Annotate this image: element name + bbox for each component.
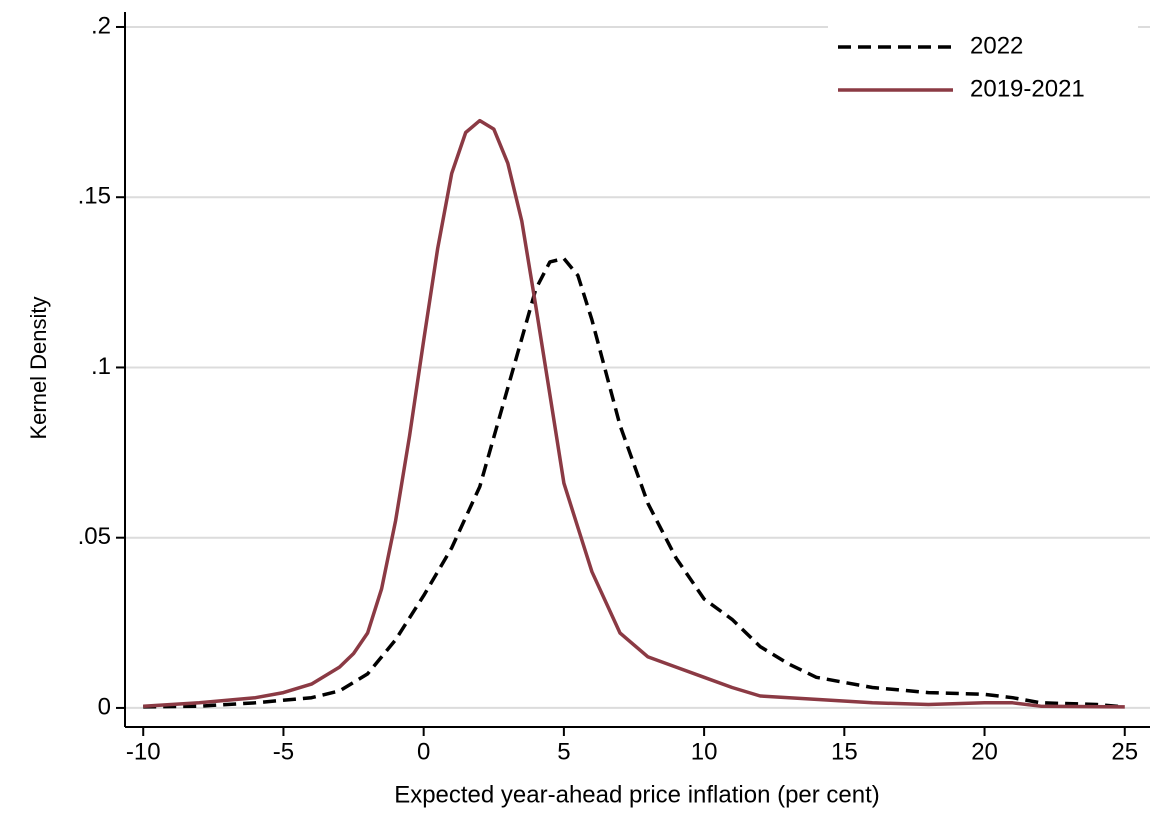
x-tick-label: 20	[971, 738, 998, 765]
x-tick-label: 0	[417, 738, 430, 765]
y-tick-label: 0	[98, 693, 111, 720]
x-axis-label: Expected year-ahead price inflation (per…	[394, 781, 880, 808]
x-tick-label: 5	[557, 738, 570, 765]
legend-label: 2019-2021	[970, 75, 1085, 102]
series-line	[143, 118, 1125, 709]
x-tick-label: 25	[1111, 738, 1138, 765]
x-tick-label: -10	[126, 738, 161, 765]
series-line	[143, 256, 1125, 709]
x-tick-label: 15	[831, 738, 858, 765]
y-tick-label: .05	[78, 523, 111, 550]
y-tick-label: .15	[78, 183, 111, 210]
y-tick-label: .1	[91, 353, 111, 380]
x-tick-label: 10	[691, 738, 718, 765]
x-tick-label: -5	[273, 738, 294, 765]
legend-label: 2022	[970, 32, 1023, 59]
y-tick-label: .2	[91, 12, 111, 39]
y-axis-label: Kernel Density	[26, 296, 51, 439]
legend-box	[828, 12, 1138, 117]
